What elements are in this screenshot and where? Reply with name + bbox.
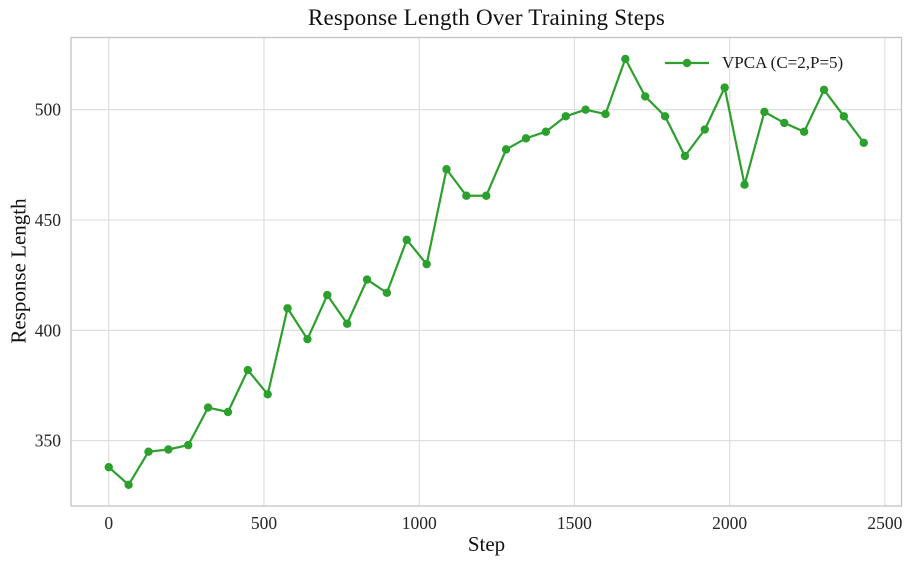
series-line-vpca — [107, 57, 865, 486]
y-tick-label: 350 — [35, 431, 62, 451]
data-point-marker — [740, 180, 749, 189]
data-point-marker — [640, 92, 650, 101]
data-point-marker — [362, 275, 372, 284]
data-point-marker — [323, 290, 332, 300]
y-tick-label: 450 — [35, 210, 62, 230]
data-point-marker — [263, 390, 272, 399]
y-tick-label: 400 — [35, 320, 62, 340]
data-point-marker — [660, 112, 670, 121]
data-point-marker — [621, 54, 630, 64]
data-point-marker — [501, 145, 511, 154]
data-point-marker — [521, 134, 531, 143]
data-point-marker — [700, 125, 710, 134]
data-point-marker — [104, 462, 113, 472]
data-point-marker — [541, 127, 551, 136]
data-point-marker — [422, 259, 431, 269]
data-point-marker — [223, 407, 233, 417]
data-point-marker — [283, 304, 292, 313]
data-point-marker — [442, 165, 451, 174]
data-point-marker — [720, 83, 729, 92]
x-tick-label: 2500 — [867, 513, 902, 533]
data-point-marker — [780, 118, 789, 128]
legend-marker-icon — [682, 58, 692, 68]
data-point-marker — [462, 191, 471, 200]
data-point-marker — [482, 191, 491, 200]
data-point-marker — [342, 319, 352, 328]
legend-label: VPCA (C=2,P=5) — [722, 53, 844, 72]
x-tick-label: 0 — [104, 513, 113, 533]
chart-title: Response Length Over Training Steps — [307, 5, 666, 30]
data-point-marker — [601, 109, 610, 119]
data-point-marker — [760, 107, 769, 117]
data-point-marker — [203, 403, 213, 412]
legend: VPCA (C=2,P=5) — [663, 53, 843, 73]
data-point-marker — [184, 440, 193, 450]
x-axis-label: Step — [467, 532, 506, 556]
data-point-marker — [164, 445, 173, 454]
data-point-marker — [144, 447, 153, 456]
data-point-marker — [799, 127, 809, 136]
data-point-marker — [581, 105, 590, 114]
data-point-marker — [402, 235, 411, 245]
data-point-marker — [680, 151, 690, 161]
y-tick-label: 500 — [35, 100, 62, 120]
data-point-marker — [859, 138, 868, 147]
data-point-marker — [819, 85, 829, 95]
data-point-marker — [303, 334, 312, 344]
x-tick-label: 2000 — [712, 513, 747, 533]
data-point-marker — [561, 112, 570, 121]
x-tick-label: 1500 — [557, 513, 592, 533]
data-point-marker — [382, 288, 392, 298]
data-point-marker — [243, 365, 253, 375]
y-axis-label: Response Length — [6, 198, 31, 344]
legend-line-sample — [665, 58, 709, 68]
x-tick-label: 500 — [251, 513, 278, 533]
plot-border — [70, 36, 903, 507]
x-tick-label: 1000 — [402, 513, 437, 533]
data-point-marker — [839, 112, 849, 121]
data-point-marker — [124, 480, 133, 490]
